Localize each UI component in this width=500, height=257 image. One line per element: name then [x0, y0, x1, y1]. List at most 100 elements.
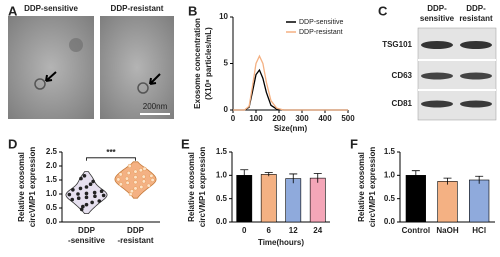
data-point — [67, 192, 72, 197]
x-tick-label: Control — [402, 226, 430, 235]
data-point — [84, 202, 89, 207]
bar — [437, 181, 458, 223]
data-point — [92, 190, 97, 195]
violin — [114, 161, 157, 199]
scale-label: 200nm — [143, 102, 168, 111]
data-point — [97, 199, 102, 203]
panel-label: F — [350, 136, 358, 151]
band — [460, 41, 492, 49]
x-tick-label: NaOH — [436, 226, 458, 235]
data-point — [82, 174, 87, 178]
data-point — [81, 204, 85, 209]
data-point — [91, 179, 95, 184]
panel-label: A — [8, 3, 18, 18]
data-point — [126, 170, 131, 176]
y-axis-label: Relative exosomal — [357, 152, 366, 222]
y-tick-label: 1.0 — [216, 170, 228, 179]
data-point — [84, 185, 89, 189]
arrow — [45, 71, 57, 82]
x-tick-label: -sensitive — [68, 236, 105, 245]
band — [460, 100, 492, 108]
data-point — [129, 189, 134, 194]
data-point — [78, 186, 83, 191]
data-point — [76, 196, 81, 200]
significance-label: *** — [106, 148, 116, 157]
bar — [405, 175, 426, 223]
row-label: TSG101 — [382, 40, 412, 49]
image-title: DDP-sensitive — [24, 4, 78, 13]
bar — [309, 177, 326, 223]
band — [421, 41, 453, 49]
error-bar — [264, 172, 273, 177]
bar — [260, 174, 277, 223]
y-tick-label: 2.5 — [46, 147, 58, 156]
data-point — [139, 184, 144, 190]
row-label: CD81 — [392, 99, 413, 108]
x-axis-label: Time(hours) — [258, 238, 304, 247]
micrograph — [8, 16, 94, 119]
x-tick-label: -resistant — [117, 236, 153, 245]
data-point — [84, 195, 89, 200]
data-point — [84, 191, 89, 196]
data-point — [127, 163, 132, 169]
data-point — [142, 166, 147, 171]
y-tick-label: 0.5 — [384, 194, 396, 203]
x-tick-label: 200 — [272, 114, 286, 123]
band — [421, 72, 453, 80]
micrograph — [100, 16, 174, 119]
data-point — [101, 193, 106, 198]
error-bar — [443, 177, 452, 185]
data-point — [71, 188, 75, 192]
x-tick-label: 24 — [313, 226, 322, 235]
arrow — [149, 73, 161, 85]
panel-label: C — [378, 3, 388, 18]
y-tick-label: 0.0 — [46, 217, 58, 226]
data-point — [93, 194, 97, 199]
x-tick-label: DDP — [78, 226, 96, 235]
data-point — [149, 173, 154, 178]
y-tick-label: 1.0 — [384, 170, 396, 179]
data-point — [141, 174, 146, 179]
x-tick-label: 300 — [295, 114, 309, 123]
data-point — [125, 180, 130, 185]
data-point — [116, 177, 121, 182]
x-tick-label: 6 — [267, 226, 272, 235]
data-point — [133, 169, 138, 174]
y-tick-label: 5 — [224, 59, 229, 68]
panel-label: B — [188, 3, 197, 18]
data-point — [141, 179, 146, 184]
bar — [469, 179, 490, 223]
data-point — [138, 168, 143, 173]
x-tick-label: 400 — [318, 114, 332, 123]
column-header: DDP- — [427, 4, 447, 13]
panel-label: D — [8, 136, 17, 151]
image-title: DDP-resistant — [111, 4, 164, 13]
significance-bracket — [86, 157, 136, 161]
y-axis-label: circVMP1 expression — [28, 147, 37, 228]
data-point — [133, 186, 138, 191]
error-bar — [475, 175, 484, 184]
data-point — [88, 182, 93, 186]
column-header: sensitive — [420, 14, 455, 23]
error-bar — [240, 169, 249, 181]
y-tick-label: 1.0 — [46, 189, 58, 198]
debris — [69, 38, 83, 52]
bar — [236, 175, 253, 223]
data-point — [90, 200, 94, 205]
column-header: resistant — [459, 14, 493, 23]
error-bar — [289, 173, 298, 184]
line — [233, 54, 348, 111]
y-axis-label: (X10⁸ particles/mL) — [204, 27, 213, 100]
line — [233, 68, 348, 111]
data-point — [118, 172, 123, 177]
row-label: CD63 — [392, 71, 413, 80]
x-tick-label: 0 — [242, 226, 247, 235]
data-point — [76, 192, 80, 196]
data-point — [150, 177, 155, 183]
y-tick-label: 0 — [224, 105, 229, 114]
column-header: DDP- — [466, 4, 486, 13]
x-tick-label: 12 — [289, 226, 298, 235]
y-axis-label: circVMP1 expression — [198, 147, 207, 228]
y-tick-label: 1.5 — [46, 175, 58, 184]
